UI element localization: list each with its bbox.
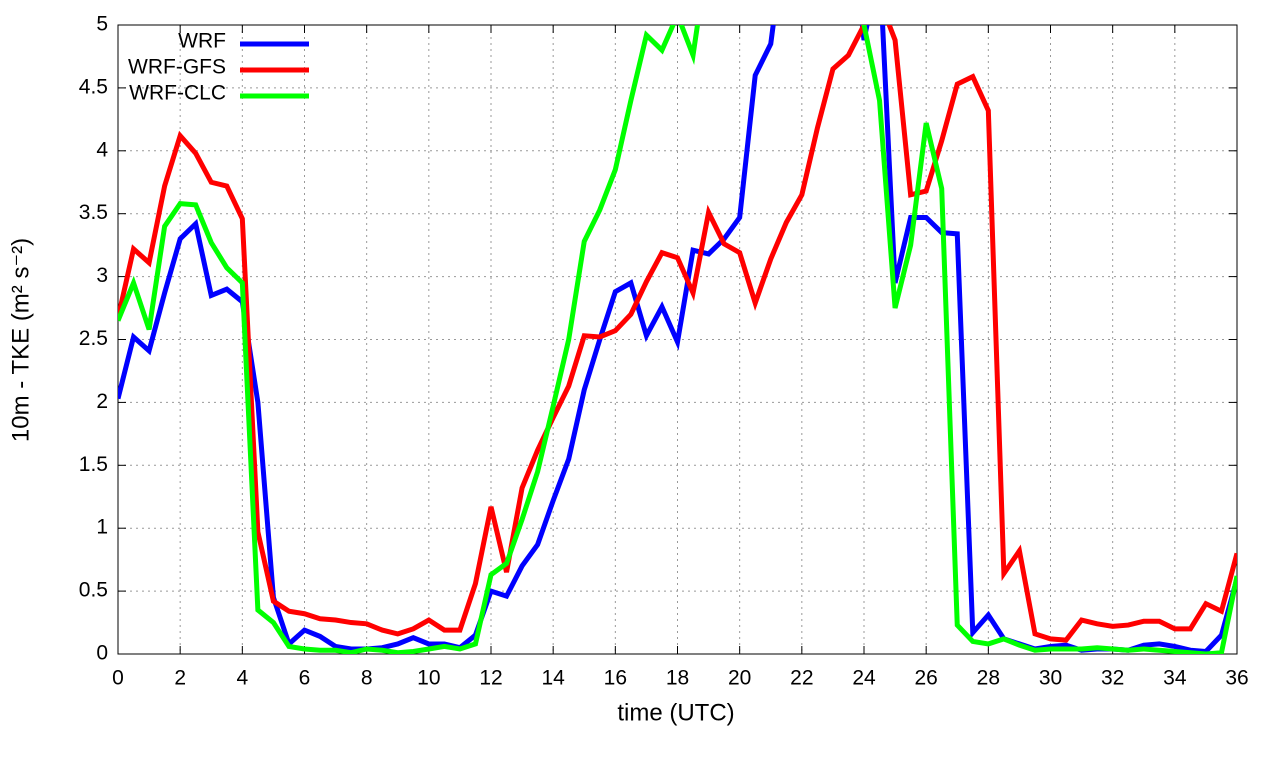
data-line [118, 25, 1237, 654]
legend-label: WRF-GFS [128, 56, 226, 79]
x-tick-label: 0 [112, 667, 124, 690]
y-axis-label: 10m - TKE (m² s⁻²) [7, 238, 34, 442]
x-tick-label: 4 [236, 667, 248, 690]
plot-frame [117, 24, 1238, 655]
x-tick-label: 8 [361, 667, 373, 690]
x-tick-label: 24 [852, 667, 876, 690]
x-tick-label: 22 [790, 667, 813, 690]
x-tick-label: 32 [1101, 667, 1124, 690]
x-tick-label: 18 [666, 667, 689, 690]
y-tick-label: 1.5 [79, 453, 108, 476]
x-tick-label: 20 [728, 667, 751, 690]
data-line [118, 25, 1237, 654]
y-tick-label: 0 [96, 642, 108, 665]
y-tick-label: 3.5 [79, 201, 108, 224]
x-tick-label: 30 [1039, 667, 1062, 690]
legend-label: WRF-CLC [129, 82, 226, 105]
x-tick-label: 10 [417, 667, 440, 690]
y-tick-label: 4 [96, 138, 108, 161]
y-tick-label: 2.5 [79, 327, 108, 350]
y-tick-label: 4.5 [79, 75, 108, 98]
x-tick-label: 34 [1163, 667, 1187, 690]
x-axis-label: time (UTC) [617, 699, 734, 726]
x-tick-label: 14 [541, 667, 565, 690]
legend-label: WRF [178, 30, 226, 53]
y-tick-label: 1 [96, 516, 108, 539]
x-tick-label: 12 [479, 667, 502, 690]
x-tick-label: 6 [299, 667, 311, 690]
y-tick-label: 0.5 [79, 579, 108, 602]
y-tick-label: 2 [96, 390, 108, 413]
x-tick-label: 36 [1225, 667, 1248, 690]
data-line [118, 25, 1237, 643]
x-tick-label: 16 [604, 667, 627, 690]
x-tick-label: 28 [977, 667, 1000, 690]
x-tick-label: 26 [914, 667, 937, 690]
y-tick-label: 5 [96, 13, 108, 36]
x-tick-label: 2 [174, 667, 186, 690]
y-tick-label: 3 [96, 264, 108, 287]
